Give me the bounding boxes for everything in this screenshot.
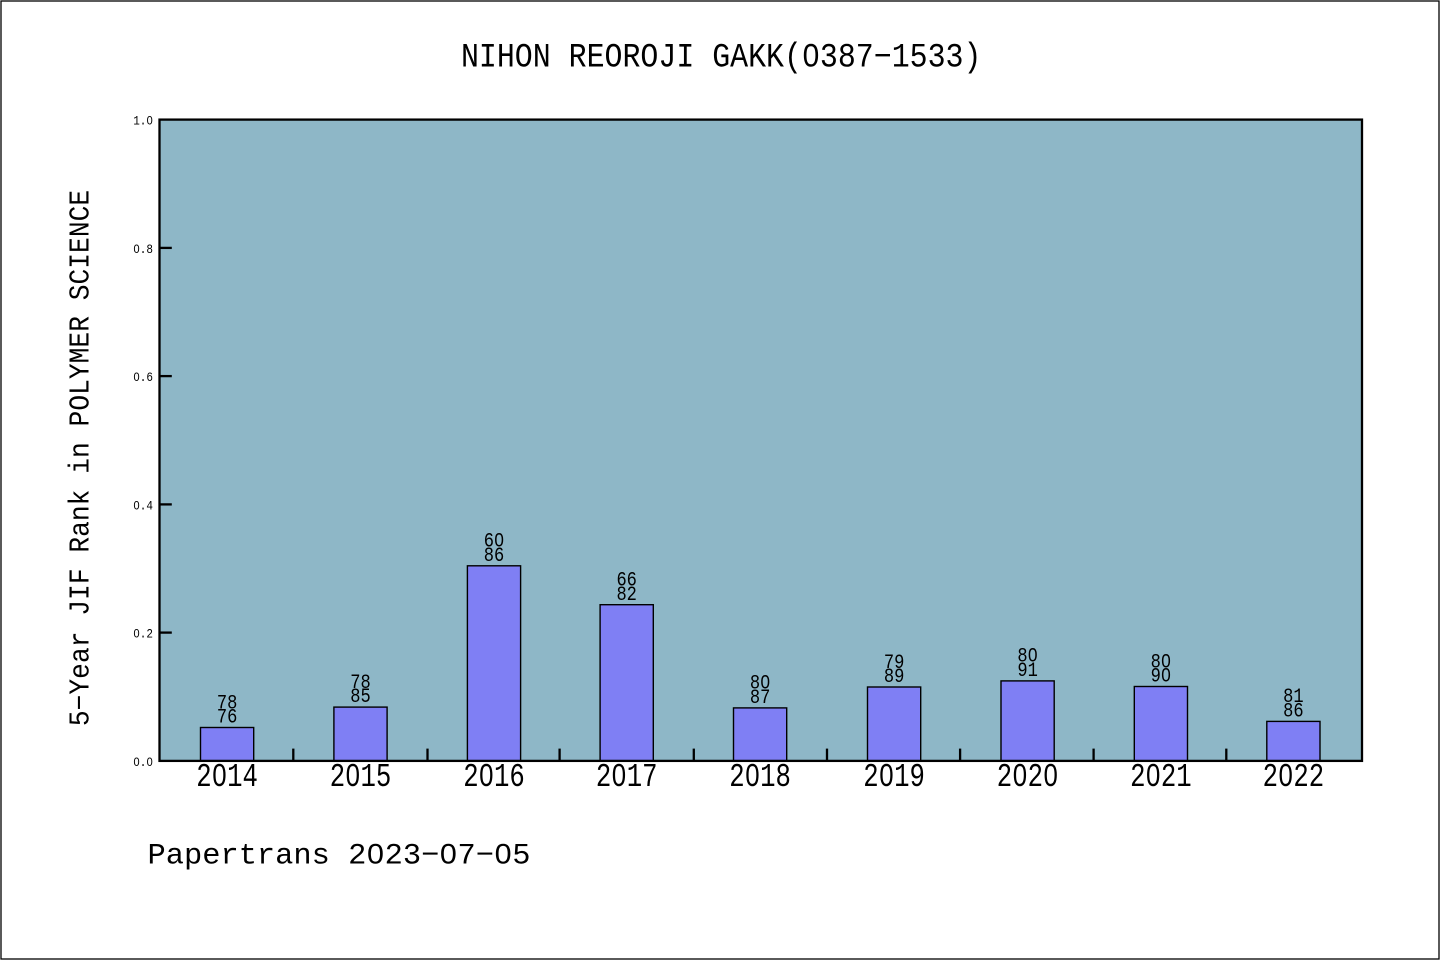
svg-text:Papertrans 2023−07−05: Papertrans 2023−07−05 [148, 838, 531, 872]
svg-text:86: 86 [1283, 701, 1304, 724]
svg-text:60: 60 [484, 531, 505, 554]
svg-text:0.2: 0.2 [133, 628, 153, 642]
svg-text:79: 79 [884, 652, 905, 675]
svg-text:89: 89 [884, 666, 905, 689]
svg-text:2017: 2017 [596, 759, 658, 796]
svg-text:66: 66 [616, 570, 637, 593]
svg-text:2014: 2014 [196, 759, 258, 796]
svg-text:1.0: 1.0 [133, 115, 153, 129]
svg-text:0.4: 0.4 [133, 499, 153, 513]
svg-text:81: 81 [1283, 686, 1304, 709]
svg-text:87: 87 [750, 687, 771, 710]
svg-text:80: 80 [1151, 651, 1172, 674]
svg-text:78: 78 [217, 692, 238, 715]
svg-text:82: 82 [616, 584, 637, 607]
svg-text:0.8: 0.8 [133, 243, 153, 257]
svg-text:85: 85 [350, 686, 371, 709]
svg-text:2019: 2019 [863, 759, 925, 796]
svg-text:80: 80 [1017, 646, 1038, 669]
svg-text:80: 80 [750, 673, 771, 696]
svg-text:2020: 2020 [997, 759, 1059, 796]
svg-text:2016: 2016 [463, 759, 525, 796]
svg-text:2022: 2022 [1263, 759, 1325, 796]
svg-text:NIHON REOROJI GAKK(0387−1533): NIHON REOROJI GAKK(0387−1533) [461, 40, 982, 78]
svg-text:78: 78 [350, 672, 371, 695]
svg-text:0.6: 0.6 [133, 371, 153, 385]
svg-text:86: 86 [484, 545, 505, 568]
svg-text:90: 90 [1151, 666, 1172, 689]
svg-text:2015: 2015 [330, 759, 392, 796]
svg-text:91: 91 [1017, 660, 1038, 683]
svg-text:0.0: 0.0 [133, 756, 153, 770]
svg-text:2021: 2021 [1130, 759, 1192, 796]
svg-text:2018: 2018 [729, 759, 791, 796]
svg-text:76: 76 [217, 707, 238, 730]
svg-text:5−Year JIF Rank in POLYMER SCI: 5−Year JIF Rank in POLYMER SCIENCE [65, 190, 98, 726]
